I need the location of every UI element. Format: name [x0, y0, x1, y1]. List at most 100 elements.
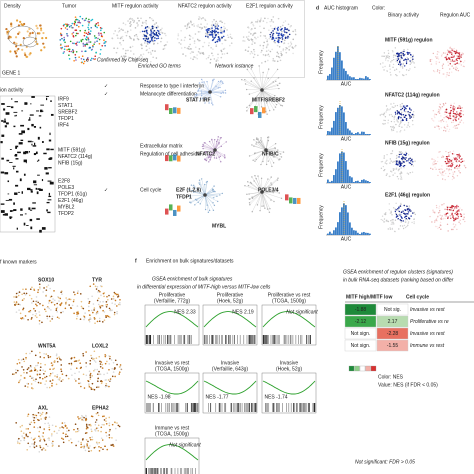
cell-dot — [217, 38, 219, 41]
cell-dot — [277, 52, 280, 55]
cell-dot — [451, 153, 454, 155]
cell-dot — [184, 46, 186, 49]
cell-dot — [403, 212, 405, 215]
cell-dot — [452, 175, 454, 178]
cell-dot — [395, 60, 397, 63]
cell-dot — [254, 27, 256, 30]
network-node — [204, 150, 206, 153]
cell-dot — [459, 172, 461, 174]
cell-dot — [450, 104, 452, 107]
cell-dot — [388, 114, 391, 116]
cell-dot — [273, 60, 276, 62]
heatmap-cell — [6, 159, 10, 162]
cell-dot — [289, 45, 292, 47]
network-edge — [261, 89, 275, 96]
cell-dot — [429, 58, 432, 61]
cell-dot — [93, 35, 96, 37]
heatmap-cell — [26, 225, 29, 226]
cell-dot — [101, 367, 104, 369]
panel-letter: d — [316, 5, 319, 11]
network-node — [204, 102, 206, 104]
cell-dot — [29, 375, 31, 378]
cell-dot — [156, 34, 159, 37]
cell-dot — [39, 302, 41, 305]
histogram-bar — [363, 179, 365, 183]
cell-dot — [93, 307, 96, 309]
cell-dot — [86, 42, 88, 44]
cell-dot — [66, 49, 68, 51]
cell-dot — [97, 424, 100, 427]
cell-dot — [42, 435, 44, 438]
axis-label: AUC — [341, 136, 352, 142]
cell-dot — [119, 42, 121, 44]
cell-dot — [106, 372, 109, 374]
cell-dot — [248, 39, 250, 41]
cell-dot — [47, 302, 50, 304]
cell-dot — [73, 428, 75, 431]
network-node — [269, 207, 271, 210]
cell-dot — [456, 161, 458, 163]
cell-dot — [212, 24, 215, 26]
cell-dot — [387, 52, 390, 54]
network-edge — [248, 185, 263, 193]
cell-dot — [444, 102, 447, 104]
table-title: GSEA enrichment of regulon clusters (sig… — [343, 269, 453, 275]
cell-dot — [54, 375, 56, 377]
cell-dot — [97, 429, 100, 432]
cell-dot — [248, 31, 251, 34]
cell-dot — [447, 117, 450, 120]
cell-dot — [184, 25, 186, 27]
cell-dot — [434, 126, 436, 128]
cell-dot — [72, 26, 74, 29]
cell-dot — [61, 373, 64, 375]
cell-dot — [283, 42, 286, 44]
cell-dot — [86, 446, 89, 448]
cell-dot — [70, 438, 72, 440]
cell-dot — [43, 439, 46, 442]
cell-dot — [79, 417, 82, 419]
cell-dot — [213, 37, 215, 39]
cell-dot — [403, 54, 405, 56]
cell-dot — [53, 299, 56, 302]
cell-dot — [67, 24, 70, 26]
histogram-bar — [355, 133, 357, 135]
cell-dot — [393, 223, 395, 225]
network-hub — [213, 148, 217, 152]
network-node — [280, 156, 283, 158]
cell-dot — [279, 37, 281, 39]
cell-dot — [75, 50, 78, 53]
cell-dot — [185, 27, 188, 30]
cell-dot — [454, 125, 456, 127]
cell-dot — [383, 123, 385, 125]
cell-dot — [455, 66, 457, 68]
regulon-title: MITF (591g) regulon — [385, 37, 433, 43]
legend-text: Color: — [372, 5, 385, 11]
cell-dot — [45, 380, 48, 382]
cell-dot — [221, 53, 224, 55]
cell-dot — [438, 112, 441, 114]
heatmap-cell — [14, 153, 18, 157]
cell-dot — [453, 205, 455, 208]
cell-dot — [21, 317, 24, 319]
network-edge — [261, 88, 279, 91]
cell-dot — [399, 60, 401, 62]
histogram-bar — [327, 75, 329, 80]
cell-dot — [11, 373, 14, 375]
cell-dot — [451, 162, 453, 165]
cell-dot — [93, 43, 95, 45]
cell-dot — [458, 107, 460, 109]
cell-dot — [399, 219, 401, 221]
cell-dot — [405, 213, 408, 215]
cell-dot — [109, 357, 111, 360]
cell-dot — [435, 63, 437, 65]
cell-dot — [133, 39, 135, 41]
motif-logo — [169, 108, 173, 115]
cell-dot — [112, 361, 115, 364]
cell-dot — [177, 34, 180, 37]
cell-dot — [214, 22, 217, 25]
network-edge — [265, 149, 284, 153]
cell-dot — [262, 53, 265, 56]
network-edge — [254, 149, 267, 162]
cell-dot — [200, 23, 202, 25]
cell-dot — [51, 379, 54, 381]
